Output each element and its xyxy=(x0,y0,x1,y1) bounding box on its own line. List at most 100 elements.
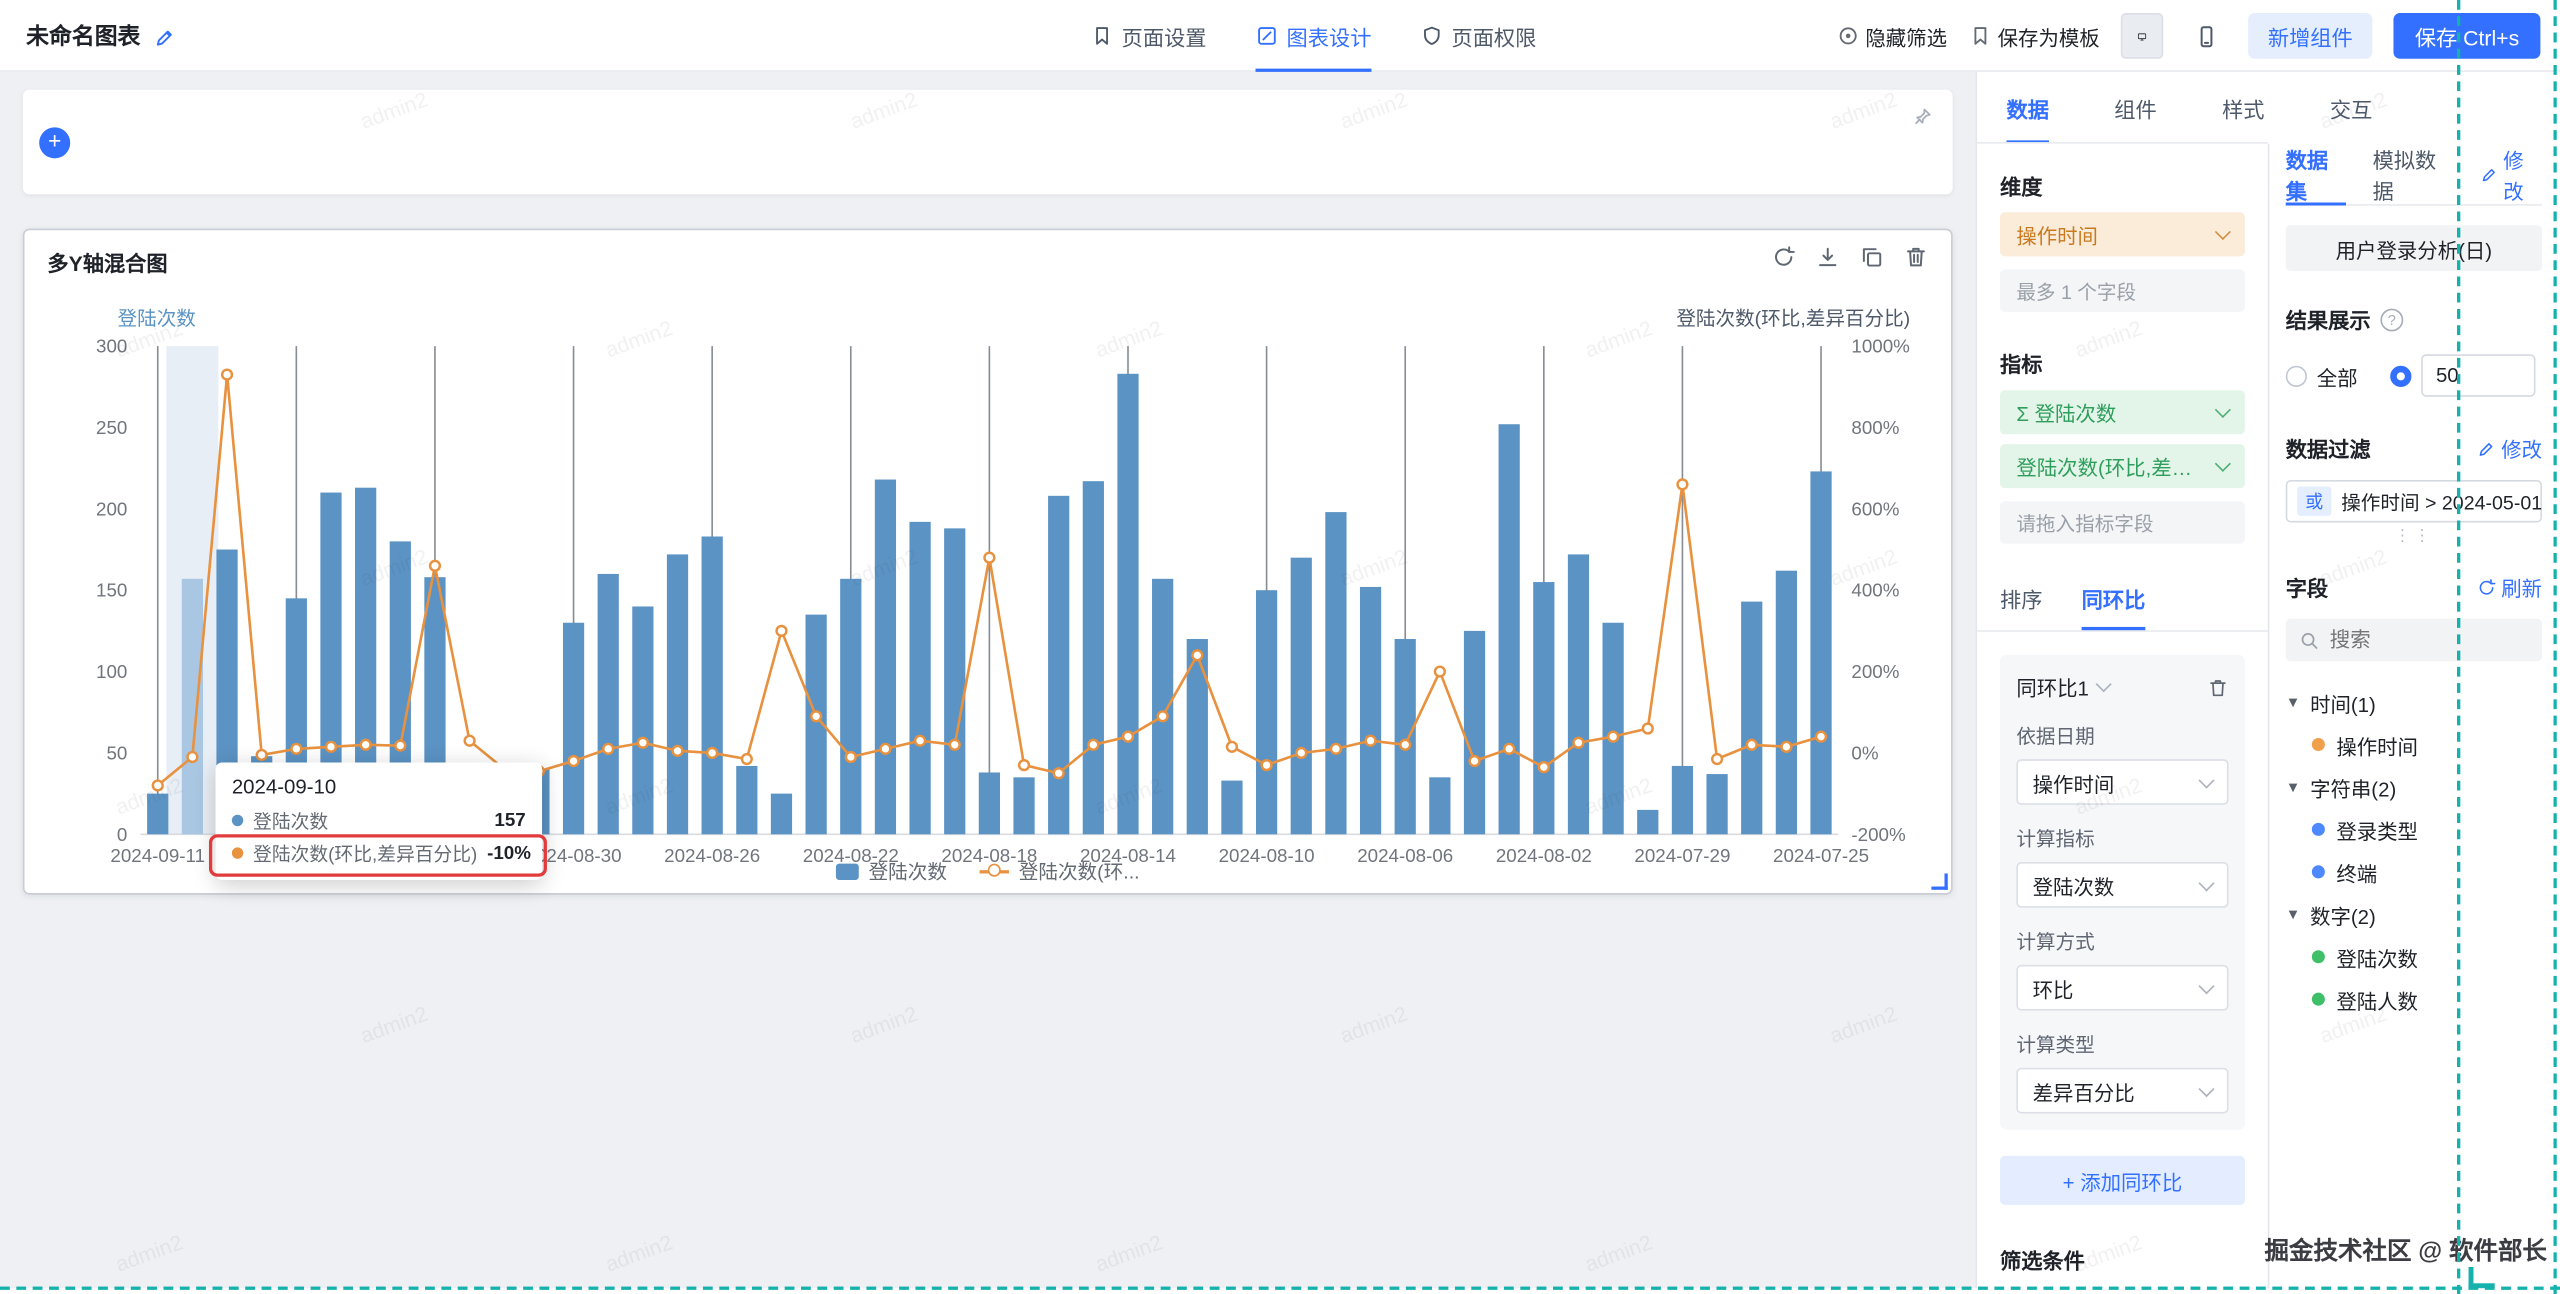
bookmark-icon xyxy=(1096,27,1108,45)
phone-icon xyxy=(2199,25,2212,47)
svg-text:登陆次数: 登陆次数 xyxy=(118,308,197,330)
chevron-down-icon xyxy=(2198,1080,2215,1097)
field-item[interactable]: 登陆人数 xyxy=(2286,978,2542,1020)
result-display-label: 结果展示 xyxy=(2285,308,2371,334)
field-name: 登陆次数 xyxy=(2336,947,2418,971)
svg-text:2024-08-30: 2024-08-30 xyxy=(526,845,622,866)
copy-icon[interactable] xyxy=(1860,245,1884,269)
add-component-button[interactable]: 新增组件 xyxy=(2248,13,2373,59)
caret-down-icon: ▼ xyxy=(2285,906,2301,923)
tab-mock-data[interactable]: 模拟数据 xyxy=(2372,147,2437,204)
radio-count[interactable] xyxy=(2390,364,2412,387)
svg-text:150: 150 xyxy=(96,580,127,601)
topbar-tabs: 页面设置 图表设计 页面权限 xyxy=(1091,0,1536,72)
chart-legend: 登陆次数 登陆次数(环... xyxy=(24,857,1951,885)
filter-edit-link[interactable]: 修改 xyxy=(2477,433,2542,464)
legend-line-swatch xyxy=(979,863,1009,877)
field-search-box xyxy=(2285,618,2543,662)
field-search-input[interactable] xyxy=(2329,628,2510,652)
radio-all[interactable] xyxy=(2285,364,2307,387)
tab-data[interactable]: 数据 xyxy=(2007,72,2049,144)
tooltip-value: 157 xyxy=(494,810,526,831)
chevron-down-icon[interactable] xyxy=(2096,676,2113,693)
dimension-hint: 最多 1 个字段 xyxy=(1999,269,2245,312)
filter-condition-box[interactable]: 或 操作时间 > 2024-05-01 xyxy=(2285,479,2542,523)
compare-type-label: 计算类型 xyxy=(2016,1033,2095,1057)
drag-handle-dots[interactable]: ⋮⋮ xyxy=(2394,527,2434,546)
tab-dataset[interactable]: 数据集 xyxy=(2286,144,2347,205)
tab-style[interactable]: 样式 xyxy=(2222,97,2265,122)
tab-page-permission[interactable]: 页面权限 xyxy=(1420,0,1536,72)
legend-item-line[interactable]: 登陆次数(环... xyxy=(979,857,1140,885)
add-compare-button[interactable]: + 添加同环比 xyxy=(1999,1155,2245,1205)
tab-interaction[interactable]: 交互 xyxy=(2329,97,2373,122)
time-field-dot xyxy=(2311,737,2325,752)
tab-label: 页面权限 xyxy=(1451,25,1537,50)
tab-page-settings[interactable]: 页面设置 xyxy=(1091,0,1207,72)
svg-text:0%: 0% xyxy=(1851,742,1878,763)
dataset-edit-link[interactable]: 修改 xyxy=(2480,144,2542,205)
tooltip-row: 登陆次数(环比,差异百分比) -10% xyxy=(231,839,531,867)
metric-field-pill[interactable]: Σ 登陆次数 xyxy=(1999,390,2245,435)
svg-text:1000%: 1000% xyxy=(1851,336,1910,357)
field-item[interactable]: 登录类型 xyxy=(2286,808,2542,850)
pin-icon[interactable] xyxy=(1912,103,1933,128)
compare-type-select[interactable]: 差异百分比 xyxy=(2016,1067,2229,1114)
fields-row: 字段 刷新 xyxy=(2286,571,2542,602)
mobile-view-button[interactable] xyxy=(2185,18,2227,54)
legend-item-bar[interactable]: 登陆次数 xyxy=(835,857,947,885)
metric-field-pill[interactable]: 登陆次数(环比,差异... xyxy=(1999,444,2245,489)
string-field-dot xyxy=(2311,822,2325,836)
info-icon[interactable]: ? xyxy=(2380,307,2404,331)
chart-resize-handle[interactable] xyxy=(1931,873,1948,890)
field-item[interactable]: 终端 xyxy=(2286,851,2542,893)
field-item[interactable]: 操作时间 xyxy=(2286,723,2542,765)
add-filter-button[interactable]: + xyxy=(39,127,71,159)
field-group-time[interactable]: ▼ 时间(1) xyxy=(2286,681,2542,723)
search-icon xyxy=(2301,632,2318,649)
group-name: 数字(2) xyxy=(2310,905,2376,929)
result-options: 全部 xyxy=(2285,354,2542,397)
field-item[interactable]: 登陆次数 xyxy=(2286,936,2542,978)
chart-card[interactable]: 多Y轴混合图 0 50 100 150 200 250 300 -200% 0% 200% 400%… xyxy=(22,228,1954,896)
pencil-icon xyxy=(2482,168,2495,181)
tooltip-label: 登陆次数(环比,差异百分比) xyxy=(253,844,478,865)
topbar: 未命名图表 页面设置 图表设计 页面权限 隐藏筛选 xyxy=(0,0,2560,72)
number-field-dot xyxy=(2311,950,2325,964)
field-group-number[interactable]: ▼ 数字(2) xyxy=(2286,893,2542,935)
edit-title-icon[interactable] xyxy=(153,23,176,50)
field-name: 登录类型 xyxy=(2336,820,2418,844)
svg-text:800%: 800% xyxy=(1851,417,1899,438)
compare-date-select[interactable]: 操作时间 xyxy=(2016,759,2229,805)
save-template-button[interactable]: 保存为模板 xyxy=(1968,20,2100,51)
refresh-icon xyxy=(2479,578,2496,594)
hide-filter-button[interactable]: 隐藏筛选 xyxy=(1836,20,1947,51)
delete-icon[interactable] xyxy=(1904,245,1928,269)
tab-label: 图表设计 xyxy=(1286,25,1372,50)
compare-metric-select[interactable]: 登陆次数 xyxy=(2016,862,2229,908)
dimension-label: 维度 xyxy=(1999,174,2043,200)
select-value: 操作时间 xyxy=(2032,773,2115,796)
refresh-icon[interactable] xyxy=(1771,245,1795,269)
compare-method-select[interactable]: 环比 xyxy=(2016,964,2229,1011)
field-group-string[interactable]: ▼ 字符串(2) xyxy=(2286,766,2542,808)
refresh-fields-link[interactable]: 刷新 xyxy=(2477,571,2542,602)
save-button[interactable]: 保存 Ctrl+s xyxy=(2393,13,2541,59)
subtab-sort[interactable]: 排序 xyxy=(1999,587,2043,613)
dataset-name[interactable]: 用户登录分析(日) xyxy=(2285,225,2543,272)
subtab-compare[interactable]: 同环比 xyxy=(2081,583,2146,631)
chevron-down-icon xyxy=(2214,223,2231,241)
result-count-input[interactable] xyxy=(2421,354,2536,397)
add-component-label: 新增组件 xyxy=(2267,25,2353,50)
tab-chart-design[interactable]: 图表设计 xyxy=(1256,0,1372,72)
delete-compare-icon[interactable] xyxy=(2207,675,2228,698)
dimension-field-pill[interactable]: 操作时间 xyxy=(1999,212,2245,257)
tab-component[interactable]: 组件 xyxy=(2114,97,2157,122)
chart-canvas[interactable]: 0 50 100 150 200 250 300 -200% 0% 200% 400% 600% 800… xyxy=(24,230,1954,896)
svg-text:-200%: -200% xyxy=(1851,824,1906,845)
desktop-view-button[interactable] xyxy=(2120,13,2164,59)
download-icon[interactable] xyxy=(1816,245,1840,269)
pencil-icon xyxy=(2479,442,2493,456)
chart-title-area: 未命名图表 xyxy=(26,0,176,72)
